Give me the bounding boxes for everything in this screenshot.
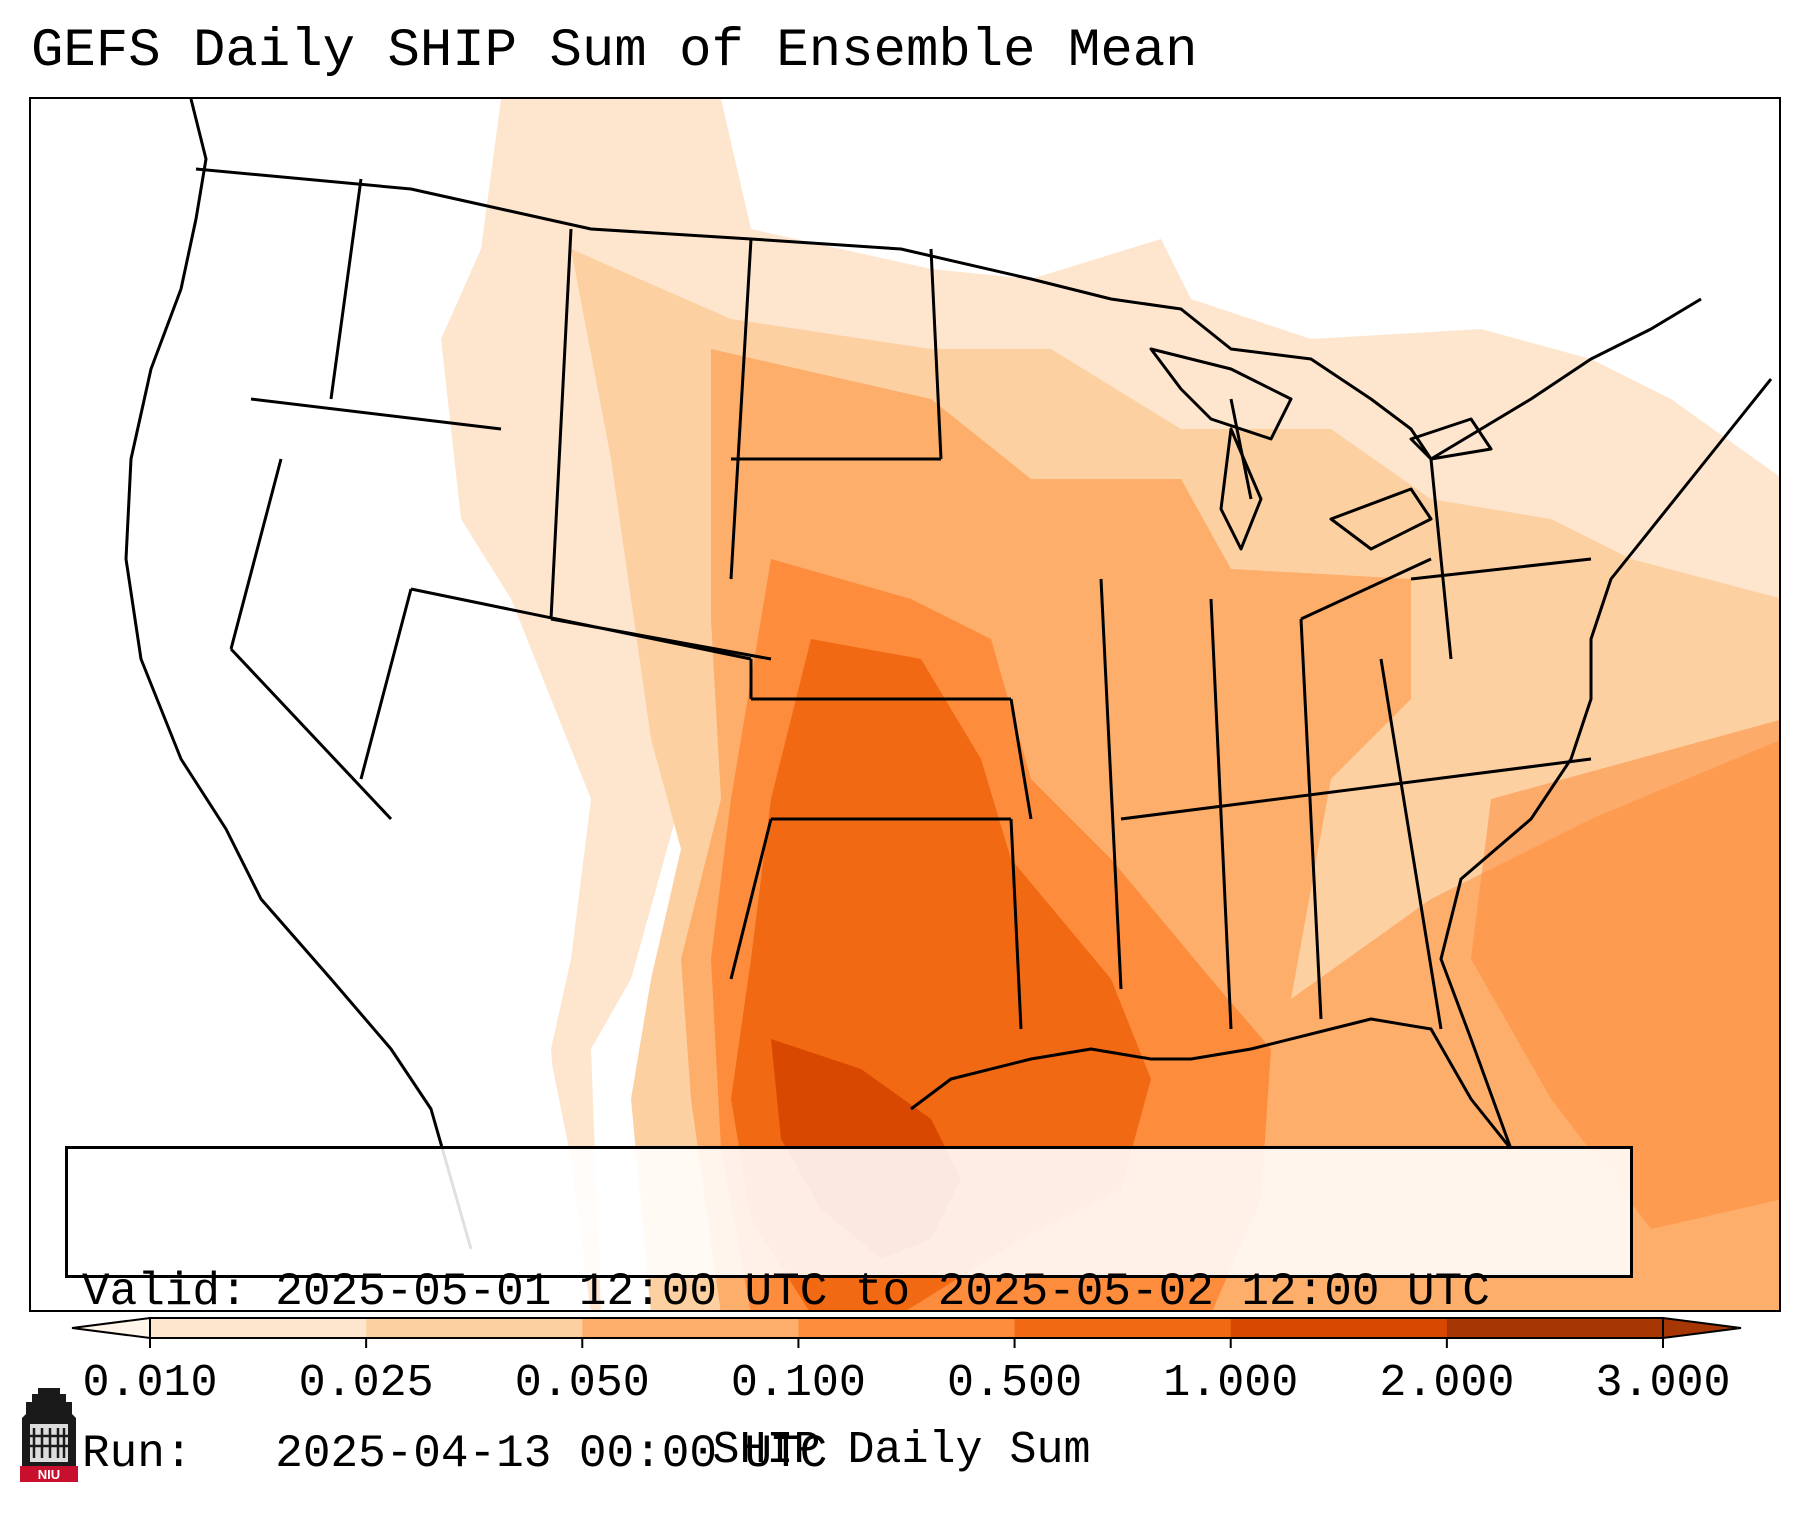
run-label: Run: <box>82 1428 193 1480</box>
logo-text: NIU <box>38 1467 60 1482</box>
map-panel <box>29 97 1781 1312</box>
run-value: 2025-04-13 00:00 UTC <box>275 1428 828 1480</box>
canada-us-border <box>195 167 1702 461</box>
boundaries <box>124 99 1773 1250</box>
ship-region-orange-ocean <box>1471 720 1779 1229</box>
colorbar-tick-label: 0.025 <box>298 1358 434 1409</box>
colorbar-tick-label: 0.500 <box>947 1358 1083 1409</box>
colorbar-segment <box>582 1318 799 1338</box>
colorbar-segment <box>798 1318 1016 1338</box>
colorbar-segment <box>1446 1318 1664 1338</box>
colorbar-label: SHIP Daily Sum <box>712 1425 1091 1476</box>
valid-label: Valid: <box>82 1266 248 1318</box>
great-lakes <box>1149 347 1493 551</box>
state-lines <box>229 178 1592 1030</box>
colorbar-tick-label: 3.000 <box>1595 1358 1731 1409</box>
valid-line: Valid: 2025-05-01 12:00 UTC to 2025-05-0… <box>82 1265 1616 1319</box>
colorbar-segment <box>366 1318 583 1338</box>
gulf-coast <box>910 1017 1513 1150</box>
colorbar-segment <box>1014 1318 1232 1338</box>
colorbar-tick-label: 1.000 <box>1163 1358 1299 1409</box>
colorbar-segment <box>150 1318 367 1338</box>
ship-region-clear-sw <box>31 529 591 1310</box>
valid-value: 2025-05-01 12:00 UTC to 2025-05-02 12:00… <box>275 1266 1490 1318</box>
colorbar-tick-label: 0.050 <box>514 1358 650 1409</box>
colorbar-tick-label: 0.100 <box>730 1358 866 1409</box>
map-title: GEFS Daily SHIP Sum of Ensemble Mean <box>31 21 1198 82</box>
colorbar-graphic <box>71 1316 1742 1348</box>
colorbar-tick-label: 0.010 <box>82 1358 218 1409</box>
colorbar-border <box>149 1317 1664 1339</box>
us-coastline-west <box>124 99 473 1250</box>
valid-run-info-box: Valid: 2025-05-01 12:00 UTC to 2025-05-0… <box>65 1146 1633 1480</box>
ship-shading <box>31 99 1779 1310</box>
colorbar-segment <box>1230 1318 1448 1338</box>
run-line: Run: 2025-04-13 00:00 UTC <box>82 1427 1616 1481</box>
atlantic-coast <box>1439 378 1773 1150</box>
ship-field-map <box>31 99 1779 1310</box>
university-tower-logo-icon: NIU <box>20 1388 78 1482</box>
colorbar-extend-high <box>1662 1316 1742 1340</box>
colorbar <box>0 1300 1803 1380</box>
colorbar-extend-low <box>71 1316 151 1340</box>
colorbar-tick-label: 2.000 <box>1379 1358 1515 1409</box>
